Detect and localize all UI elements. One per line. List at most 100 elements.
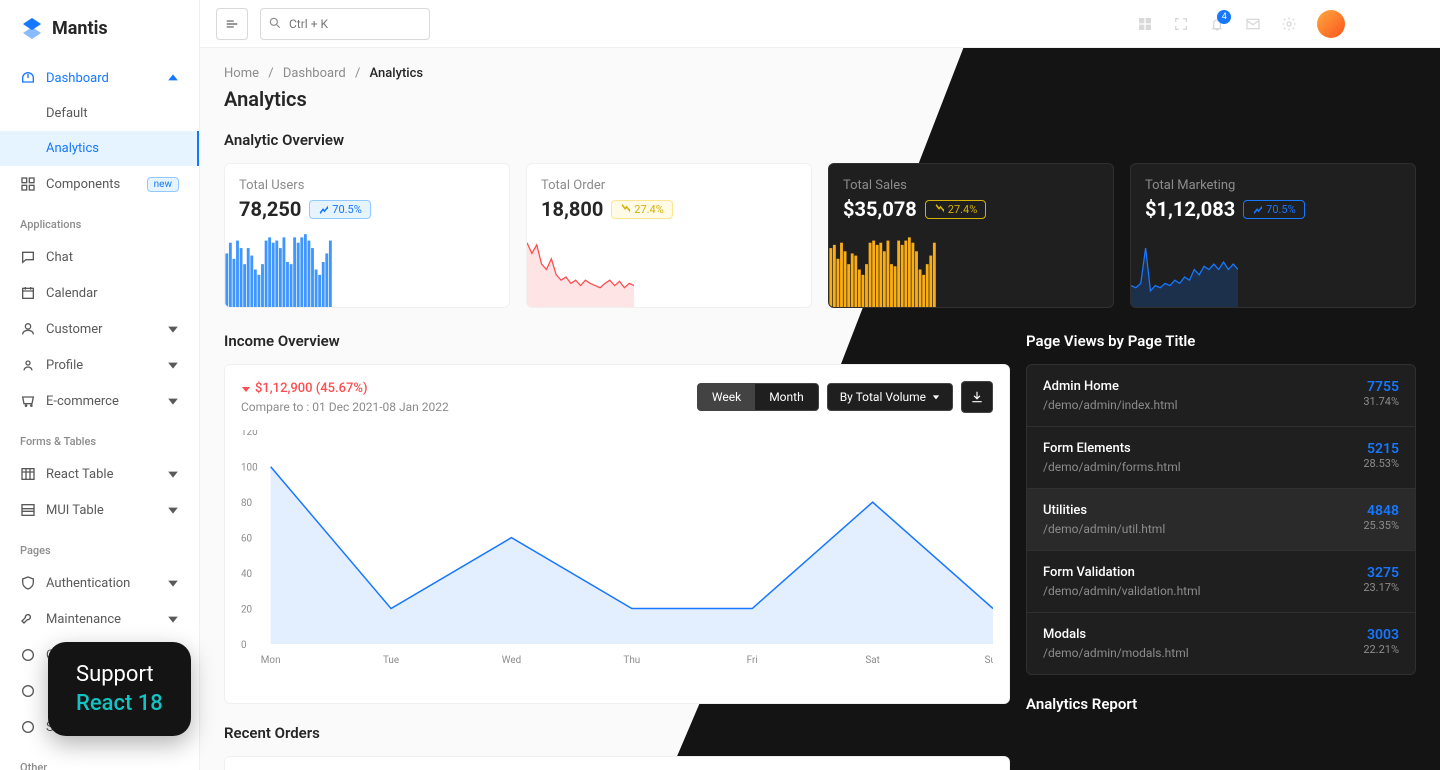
c-icon: [20, 647, 36, 663]
svg-text:Mon: Mon: [261, 655, 281, 666]
mini-area-chart: [1131, 232, 1238, 307]
pv-title: Modals: [1043, 627, 1189, 642]
trend-up-icon: [318, 204, 328, 214]
stat-label: Total Sales: [843, 178, 1099, 193]
sidebar-item-authentication[interactable]: Authentication: [0, 565, 199, 601]
mini-area-chart: [527, 232, 634, 307]
user-name: Stebin Ben: [1353, 16, 1416, 31]
settings-button[interactable]: [1273, 8, 1305, 40]
overview-title: Analytic Overview: [224, 131, 1416, 149]
chevron-down-icon: [167, 577, 179, 589]
authentication-icon: [20, 575, 36, 591]
volume-dropdown[interactable]: By Total Volume: [827, 383, 953, 411]
sidebar-item-components[interactable]: Components new: [0, 166, 199, 202]
svg-text:Wed: Wed: [502, 655, 521, 666]
stat-card-2: Total Sales$35,07827.4%: [828, 163, 1114, 308]
notifications-button[interactable]: 4: [1201, 8, 1233, 40]
pv-title: Form Validation: [1043, 565, 1201, 580]
period-segment: Week Month: [697, 383, 819, 411]
svg-text:80: 80: [241, 498, 252, 509]
user-menu[interactable]: Stebin Ben: [1309, 6, 1424, 42]
sidebar-item-profile[interactable]: Profile: [0, 347, 199, 383]
nav-label: Chat: [46, 250, 179, 265]
page-views-card: Admin Home/demo/admin/index.html775531.7…: [1026, 364, 1416, 675]
stat-value: $1,12,083: [1145, 197, 1235, 221]
pv-count: 5215: [1363, 441, 1399, 457]
stat-card-0: Total Users78,25070.5%: [224, 163, 510, 308]
pv-path: /demo/admin/validation.html: [1043, 584, 1201, 598]
sidebar-item-dashboard[interactable]: Dashboard: [0, 60, 199, 96]
stat-card-3: Total Marketing $1,12,083 70.5%: [1130, 163, 1416, 308]
caret-down-icon: [241, 384, 251, 394]
pv-title: Admin Home: [1043, 379, 1177, 394]
orders-table: TRACKING NO. PRODUCT NAME TOTAL ORDER ST…: [224, 756, 1010, 770]
sidebar-item-react-table[interactable]: React Table: [0, 456, 199, 492]
nav-label: MUI Table: [46, 503, 157, 518]
notification-count: 4: [1217, 10, 1231, 24]
mini-bar-chart: [225, 232, 332, 307]
pv-count: 4848: [1363, 503, 1399, 519]
page-view-row[interactable]: Form Elements/demo/admin/forms.html52152…: [1027, 427, 1415, 489]
profile-icon: [20, 357, 36, 373]
chevron-up-icon: [167, 72, 179, 84]
breadcrumb-home[interactable]: Home: [224, 66, 259, 81]
seg-week[interactable]: Week: [698, 384, 755, 410]
stat-label: Total Order: [541, 178, 797, 193]
nav-group-header: Applications: [0, 210, 199, 239]
chevron-down-icon: [932, 393, 940, 401]
stat-card-1: Total Order18,80027.4%: [526, 163, 812, 308]
logo[interactable]: Mantis: [0, 0, 199, 56]
s-icon: [20, 719, 36, 735]
apps-icon-button[interactable]: [1129, 8, 1161, 40]
pv-count: 7755: [1363, 379, 1399, 395]
svg-text:120: 120: [241, 430, 258, 438]
stat-label: Total Marketing: [1145, 178, 1401, 193]
trend-down-icon: [620, 204, 630, 214]
pv-count: 3275: [1363, 565, 1399, 581]
sidebar-item-maintenance[interactable]: Maintenance: [0, 601, 199, 637]
svg-text:100: 100: [241, 463, 258, 474]
brand-name: Mantis: [52, 18, 108, 39]
customer-icon: [20, 321, 36, 337]
download-button[interactable]: [961, 381, 993, 413]
income-card: $1,12,900 (45.67%) Compare to : 01 Dec 2…: [224, 364, 1010, 704]
breadcrumb-mid[interactable]: Dashboard: [283, 66, 346, 81]
gear-icon: [1281, 16, 1297, 32]
breadcrumb-current: Analytics: [370, 66, 424, 81]
sidebar-item-chat[interactable]: Chat: [0, 239, 199, 275]
chevron-down-icon: [167, 468, 179, 480]
page-view-row[interactable]: Modals/demo/admin/modals.html300322.21%: [1027, 613, 1415, 674]
sidebar-item-mui-table[interactable]: MUI Table: [0, 492, 199, 528]
pv-path: /demo/admin/modals.html: [1043, 646, 1189, 660]
chevron-down-icon: [167, 323, 179, 335]
react table-icon: [20, 466, 36, 482]
sidebar-item-e-commerce[interactable]: E-commerce: [0, 383, 199, 419]
new-badge: new: [147, 177, 179, 192]
stat-chip: 70.5%: [1243, 200, 1305, 219]
pv-path: /demo/admin/forms.html: [1043, 460, 1181, 474]
page-view-row[interactable]: Admin Home/demo/admin/index.html775531.7…: [1027, 365, 1415, 427]
support-badge[interactable]: Support React 18: [48, 642, 191, 736]
seg-month[interactable]: Month: [755, 384, 817, 410]
sidebar-item-default[interactable]: Default: [0, 96, 199, 131]
sidebar-item-calendar[interactable]: Calendar: [0, 275, 199, 311]
page-view-row[interactable]: Form Validation/demo/admin/validation.ht…: [1027, 551, 1415, 613]
expand-icon: [1173, 16, 1189, 32]
messages-button[interactable]: [1237, 8, 1269, 40]
nav-label: Components: [46, 177, 137, 192]
mail-icon: [1245, 16, 1261, 32]
menu-toggle-button[interactable]: [216, 8, 248, 40]
trend-down-icon: [934, 204, 944, 214]
stat-value: 18,800: [541, 197, 603, 221]
page-view-row[interactable]: Utilities/demo/admin/util.html484825.35%: [1027, 489, 1415, 551]
calendar-icon: [20, 285, 36, 301]
fullscreen-button[interactable]: [1165, 8, 1197, 40]
sidebar-item-analytics[interactable]: Analytics: [0, 131, 199, 166]
sidebar-item-customer[interactable]: Customer: [0, 311, 199, 347]
logo-icon: [20, 16, 44, 40]
pv-pct: 31.74%: [1363, 395, 1399, 408]
nav-label: E-commerce: [46, 394, 157, 409]
search-input[interactable]: [260, 8, 430, 40]
income-amount: $1,12,900 (45.67%): [241, 381, 449, 396]
breadcrumb: Home / Dashboard / Analytics: [224, 66, 1416, 81]
